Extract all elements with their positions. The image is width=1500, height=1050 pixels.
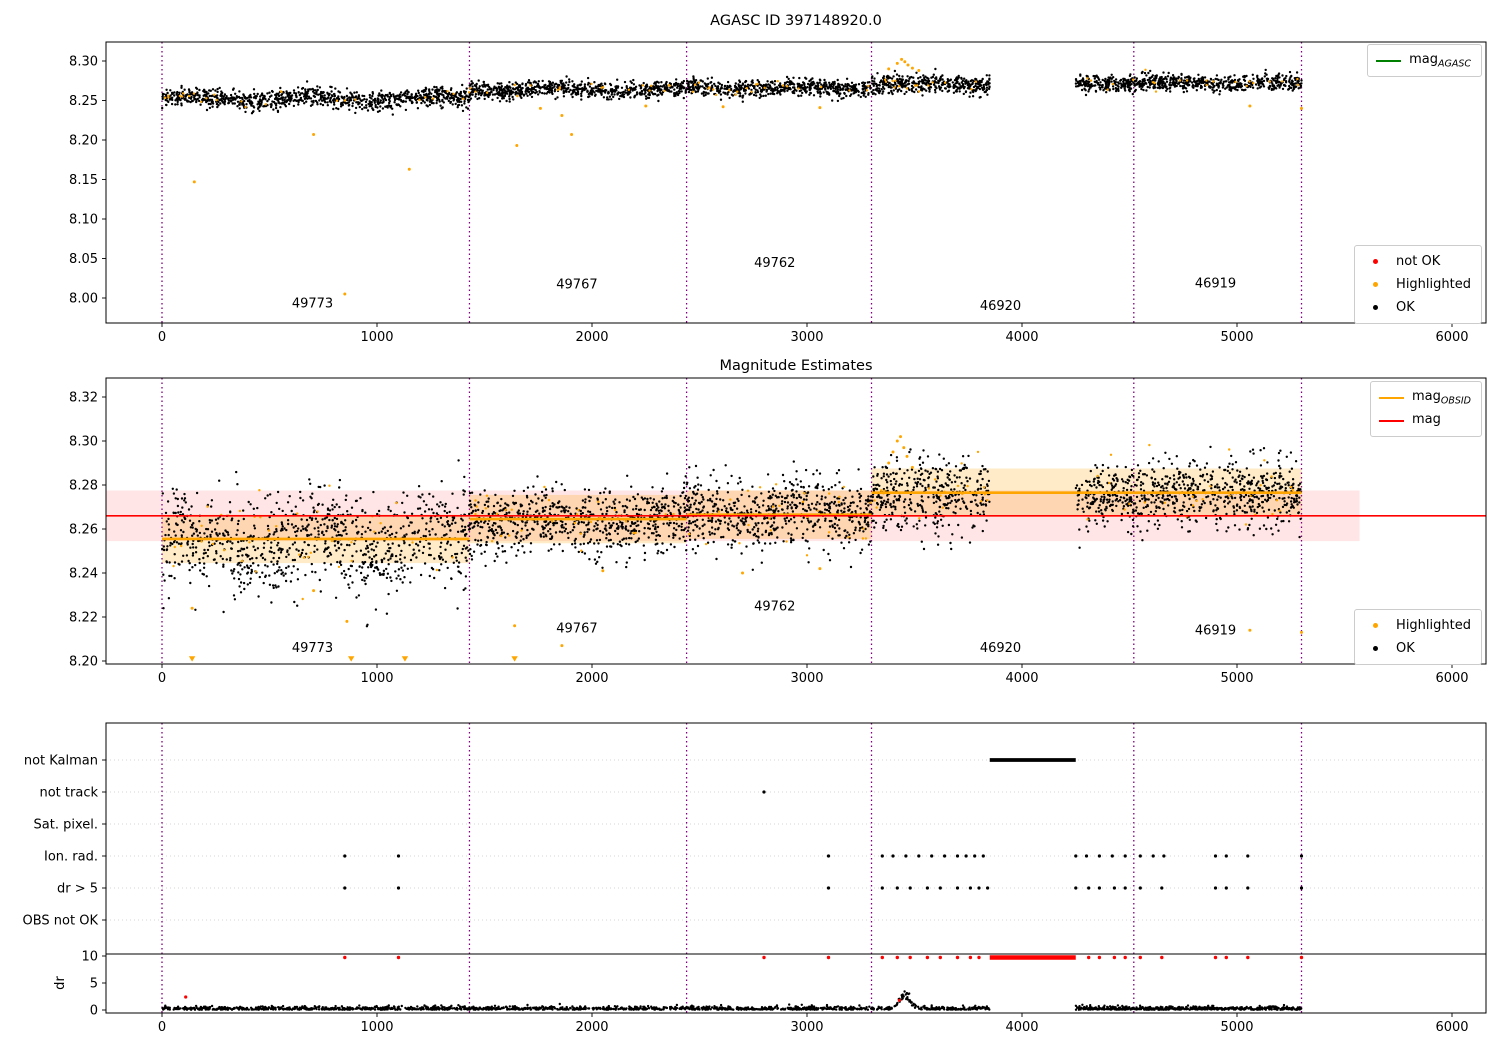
svg-text:8.28: 8.28 — [69, 479, 98, 494]
not-ok-marker-icon — [1363, 259, 1388, 264]
highlighted-marker-icon — [1363, 282, 1388, 287]
svg-text:49773: 49773 — [292, 641, 333, 656]
svg-text:4000: 4000 — [1005, 671, 1038, 686]
svg-text:dr > 5: dr > 5 — [57, 882, 98, 897]
svg-text:49767: 49767 — [556, 621, 597, 636]
svg-text:2000: 2000 — [575, 671, 608, 686]
svg-text:46919: 46919 — [1195, 277, 1236, 292]
legend-label: Highlighted — [1396, 277, 1471, 292]
svg-text:8.20: 8.20 — [69, 655, 98, 670]
chart1-title: AGASC ID 397148920.0 — [710, 13, 882, 29]
svg-text:8.15: 8.15 — [69, 173, 98, 188]
svg-text:8.24: 8.24 — [69, 567, 98, 582]
svg-text:0: 0 — [158, 671, 166, 686]
svg-text:49773: 49773 — [292, 296, 333, 311]
legend-row: magOBSID — [1378, 386, 1471, 409]
mag-obsid-line-swatch — [1378, 396, 1404, 399]
svg-text:46920: 46920 — [980, 299, 1021, 314]
legend-row: mag — [1378, 409, 1471, 432]
svg-text:4000: 4000 — [1005, 1020, 1038, 1035]
legend-label: Highlighted — [1396, 618, 1471, 633]
legend-chart2-markers: Highlighted OK — [1354, 609, 1482, 665]
svg-text:8.20: 8.20 — [69, 134, 98, 149]
legend-row: OK — [1363, 296, 1471, 319]
svg-text:Ion. rad.: Ion. rad. — [44, 850, 98, 865]
svg-text:5: 5 — [90, 977, 98, 992]
svg-text:8.32: 8.32 — [69, 391, 98, 406]
svg-text:0: 0 — [158, 1020, 166, 1035]
legend-label: not OK — [1396, 254, 1441, 269]
legend-row: not OK — [1363, 250, 1471, 273]
legend-label: mag — [1411, 411, 1441, 427]
svg-text:not track: not track — [39, 786, 98, 801]
svg-text:1000: 1000 — [360, 330, 393, 345]
svg-text:8.30: 8.30 — [69, 435, 98, 450]
svg-text:0: 0 — [158, 330, 166, 345]
legend-row: magAGASC — [1376, 49, 1471, 72]
legend-mag-obsid: magOBSID mag — [1369, 381, 1482, 437]
svg-text:3000: 3000 — [790, 1020, 823, 1035]
svg-text:5000: 5000 — [1220, 1020, 1253, 1035]
svg-text:not Kalman: not Kalman — [24, 754, 98, 769]
svg-text:46920: 46920 — [980, 641, 1021, 656]
svg-text:3000: 3000 — [790, 671, 823, 686]
svg-text:8.10: 8.10 — [69, 213, 98, 228]
svg-text:8.00: 8.00 — [69, 292, 98, 307]
mag-agasc-line-swatch — [1376, 59, 1402, 62]
mag-line-swatch — [1378, 419, 1404, 422]
legend-chart1-markers: not OK Highlighted OK — [1354, 245, 1482, 324]
svg-text:3000: 3000 — [790, 330, 823, 345]
svg-text:1000: 1000 — [360, 1020, 393, 1035]
legend-label: magOBSID — [1411, 388, 1471, 407]
svg-text:dr: dr — [53, 976, 68, 990]
svg-text:6000: 6000 — [1435, 330, 1468, 345]
svg-text:8.30: 8.30 — [69, 55, 98, 70]
svg-text:5000: 5000 — [1220, 330, 1253, 345]
svg-text:46919: 46919 — [1195, 624, 1236, 639]
svg-text:2000: 2000 — [575, 1020, 608, 1035]
svg-text:6000: 6000 — [1435, 671, 1468, 686]
svg-text:2000: 2000 — [575, 330, 608, 345]
svg-text:6000: 6000 — [1435, 1020, 1468, 1035]
chart2-title: Magnitude Estimates — [719, 358, 873, 374]
svg-text:8.25: 8.25 — [69, 94, 98, 109]
svg-text:49762: 49762 — [754, 599, 795, 614]
svg-text:8.26: 8.26 — [69, 523, 98, 538]
legend-label: OK — [1396, 300, 1415, 315]
ok-marker-icon — [1363, 646, 1388, 651]
svg-text:1000: 1000 — [360, 671, 393, 686]
svg-text:OBS not OK: OBS not OK — [23, 914, 99, 929]
svg-text:Sat. pixel.: Sat. pixel. — [34, 818, 98, 833]
legend-row: OK — [1363, 637, 1471, 660]
svg-text:8.22: 8.22 — [69, 611, 98, 626]
svg-text:5000: 5000 — [1220, 671, 1253, 686]
ok-marker-icon — [1363, 305, 1388, 310]
svg-text:8.05: 8.05 — [69, 252, 98, 267]
svg-text:49762: 49762 — [754, 256, 795, 271]
legend-label: OK — [1396, 641, 1415, 656]
legend-row: Highlighted — [1363, 614, 1471, 637]
legend-mag-agasc: magAGASC — [1367, 44, 1482, 77]
svg-text:0: 0 — [90, 1004, 98, 1019]
legend-label: magAGASC — [1409, 51, 1471, 70]
svg-text:49767: 49767 — [556, 278, 597, 293]
svg-text:4000: 4000 — [1005, 330, 1038, 345]
svg-text:10: 10 — [81, 950, 98, 965]
highlighted-marker-icon — [1363, 623, 1388, 628]
legend-row: Highlighted — [1363, 273, 1471, 296]
